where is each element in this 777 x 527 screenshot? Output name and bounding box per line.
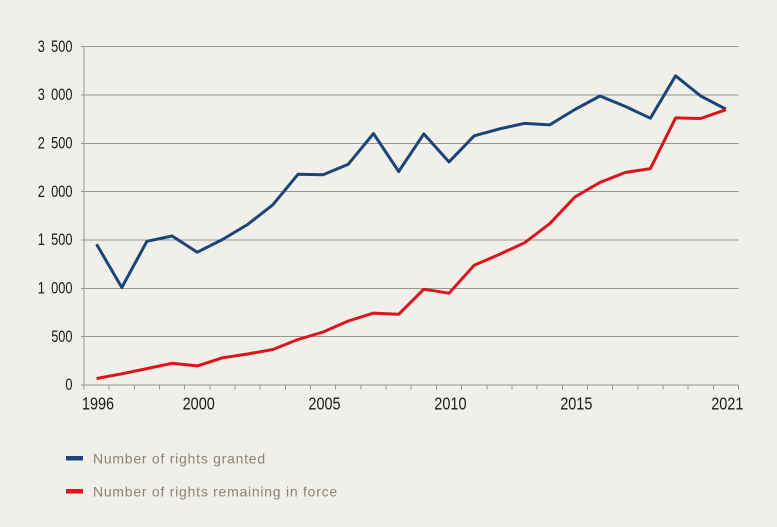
svg-text:3 000: 3 000 bbox=[38, 87, 73, 105]
svg-text:2015: 2015 bbox=[560, 394, 592, 414]
svg-text:2 500: 2 500 bbox=[38, 135, 73, 153]
svg-text:Number of rights remaining in: Number of rights remaining in force bbox=[93, 483, 338, 499]
svg-text:500: 500 bbox=[51, 328, 72, 346]
svg-text:Number of rights granted: Number of rights granted bbox=[93, 450, 266, 466]
svg-text:0: 0 bbox=[65, 377, 72, 395]
svg-text:1996: 1996 bbox=[82, 394, 114, 414]
svg-text:2000: 2000 bbox=[183, 394, 215, 414]
svg-text:2 000: 2 000 bbox=[38, 183, 73, 201]
svg-text:3 500: 3 500 bbox=[38, 38, 73, 56]
svg-text:1 000: 1 000 bbox=[38, 280, 73, 298]
svg-text:2021: 2021 bbox=[711, 394, 743, 414]
svg-text:2010: 2010 bbox=[434, 394, 466, 414]
svg-text:1 500: 1 500 bbox=[38, 232, 73, 250]
svg-text:2005: 2005 bbox=[308, 394, 340, 414]
